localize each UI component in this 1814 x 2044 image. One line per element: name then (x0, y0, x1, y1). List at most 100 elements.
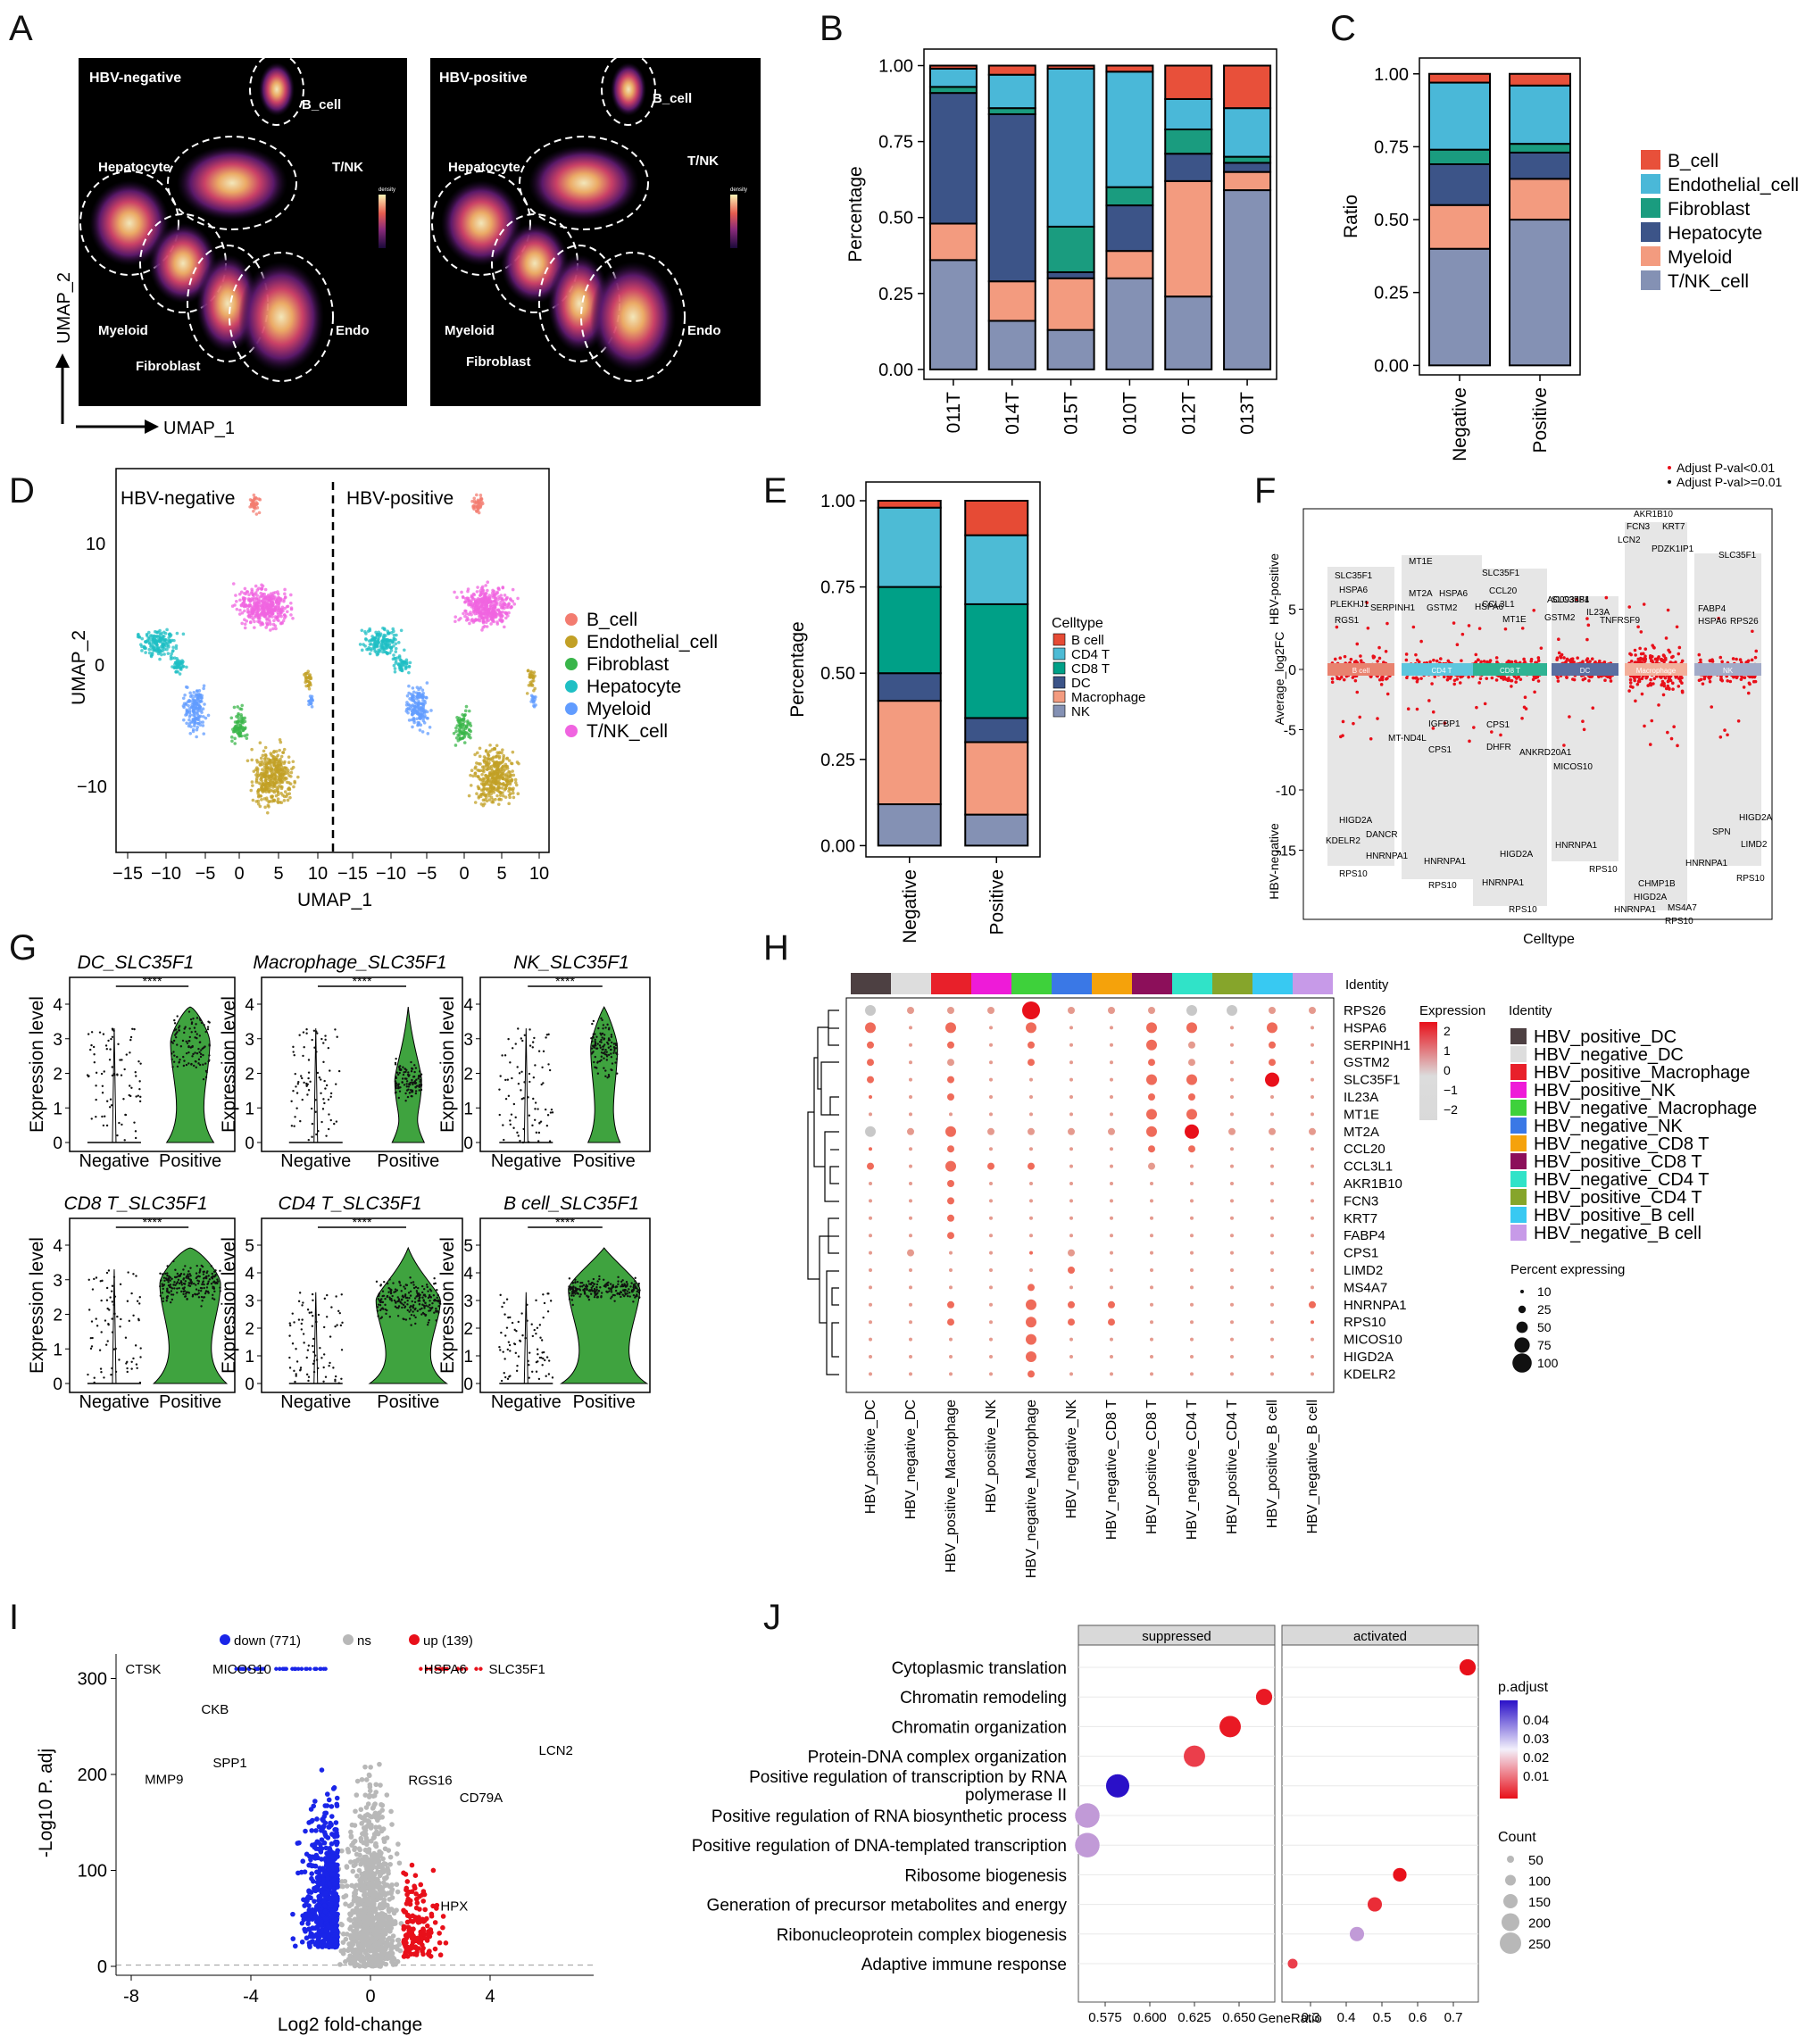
umap-point (254, 780, 259, 784)
f-point (1358, 715, 1362, 719)
bar-segment (964, 534, 1029, 605)
g-point (105, 1271, 109, 1275)
umap-point (462, 719, 466, 724)
umap-point (506, 777, 510, 782)
umap-point (488, 601, 492, 604)
f-point (1523, 695, 1527, 700)
umap-point (257, 511, 262, 515)
x-tick-label: Negative (900, 869, 920, 943)
g-point (509, 1123, 512, 1126)
panel-a: HBV-negative HBV-positive B_cell T/NK He… (54, 53, 761, 438)
umap-point (475, 751, 479, 755)
umap-point (237, 711, 240, 716)
density-blob (89, 180, 170, 266)
umap-point (284, 769, 288, 773)
g-point (419, 1080, 421, 1084)
f-point (1507, 677, 1510, 680)
f-x-axis-label: Celltype (1523, 932, 1575, 947)
g-point (294, 1116, 296, 1118)
g-point (547, 1063, 550, 1066)
g-point (501, 1054, 503, 1057)
umap-point (288, 782, 293, 786)
x-tick-label: Positive (1530, 387, 1551, 453)
umap-point (499, 797, 503, 802)
umap-point (250, 780, 254, 784)
g-point (531, 1046, 534, 1049)
umap-point (274, 781, 278, 785)
umap-point (187, 703, 190, 708)
f-celltype-label: NK (1723, 667, 1734, 675)
bar-segment (1428, 162, 1491, 206)
legend-swatch (1053, 633, 1066, 646)
g-point (210, 1265, 212, 1267)
g-point (186, 1042, 189, 1045)
umap-point (508, 597, 512, 601)
umap-point (507, 793, 512, 797)
umap-point (478, 614, 483, 618)
g-point (321, 1108, 325, 1110)
y-tick-label: 0.25 (820, 751, 855, 770)
g-panel-title: Macrophage_SLC35F1 (253, 952, 446, 973)
umap-point (204, 716, 208, 720)
umap-point (486, 588, 489, 593)
d-x-tick-label: 5 (273, 864, 283, 884)
a-title-negative: HBV-negative (89, 71, 181, 86)
g-point (112, 1028, 114, 1031)
g-point (191, 1044, 194, 1048)
g-point (132, 1357, 135, 1360)
bar-segment (877, 586, 942, 675)
g-point (547, 1033, 550, 1036)
f-point (1642, 602, 1646, 606)
g-point (401, 1077, 404, 1080)
f-gene-label: MT1E (1502, 615, 1527, 625)
legend-dot (565, 725, 578, 737)
g-point (604, 1069, 607, 1072)
g-point (305, 1027, 308, 1031)
bar-segment (987, 107, 1036, 115)
panel-letter-G: G (9, 928, 37, 968)
umap-point (181, 696, 186, 701)
bar-segment (1509, 72, 1571, 87)
umap-point (279, 754, 284, 759)
g-point (192, 1064, 196, 1068)
umap-point (167, 636, 171, 640)
umap-point (231, 727, 235, 732)
umap-point (264, 768, 269, 771)
umap-point (516, 596, 520, 601)
g-sig-stars: **** (143, 974, 162, 988)
g-point (329, 1095, 332, 1098)
umap-point (154, 641, 157, 644)
g-point (134, 1136, 137, 1140)
legend-label: B cell (1071, 633, 1104, 648)
umap-point (256, 609, 261, 613)
f-point (1565, 676, 1569, 679)
umap-point (285, 604, 289, 609)
f-point (1710, 705, 1714, 709)
legend-label: DC (1071, 676, 1091, 691)
umap-point (243, 719, 247, 724)
umap-point (497, 594, 501, 599)
umap-point (159, 636, 162, 640)
f-point (1585, 637, 1589, 642)
d-x-tick-label: 0 (459, 864, 469, 884)
umap-point (411, 713, 414, 717)
g-point (95, 1084, 97, 1087)
f-point (1639, 630, 1643, 634)
f-point (1366, 627, 1370, 630)
f-point (1428, 660, 1432, 664)
g-point (133, 1027, 136, 1031)
g-point (170, 1290, 173, 1292)
umap-point (394, 659, 398, 663)
bar-segment (928, 92, 978, 225)
panel-letter-F: F (1254, 471, 1276, 511)
g-point (320, 1037, 323, 1041)
f-point (1455, 677, 1460, 681)
umap-point (306, 669, 311, 674)
f-gene-label: TNFRSF9 (1600, 616, 1640, 626)
g-point (313, 1046, 316, 1049)
g-point (315, 1051, 318, 1053)
f-point (1628, 677, 1633, 682)
g-point (89, 1347, 93, 1350)
umap-point (137, 632, 140, 636)
